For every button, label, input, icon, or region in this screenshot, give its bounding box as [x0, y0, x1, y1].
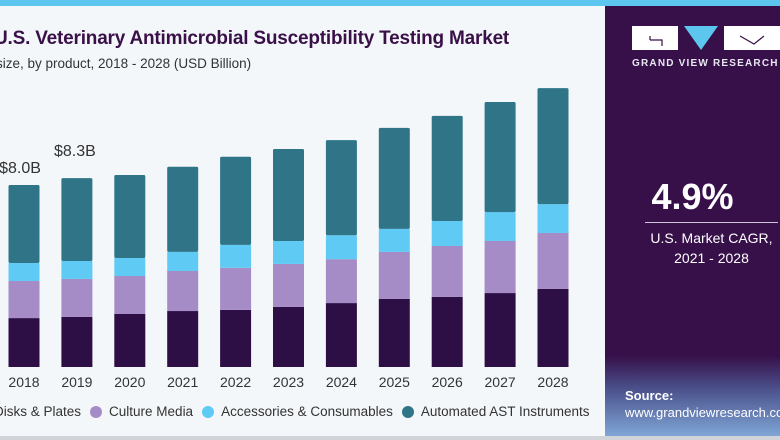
bar-segment-2022-3 [220, 156, 252, 245]
bar-segment-2018-0 [8, 318, 40, 367]
bar-segment-2023-3 [273, 149, 304, 241]
bar-segment-2025-3 [378, 127, 410, 229]
bar-segment-2026-1 [431, 245, 463, 297]
bar-segment-2022-2 [220, 244, 252, 268]
bar-segment-2020-0 [114, 313, 146, 367]
divider [645, 222, 778, 223]
x-tick-label: 2022 [220, 374, 251, 390]
bar-segment-2027-2 [484, 212, 516, 241]
bar-segment-2028-3 [537, 88, 569, 205]
bar-segment-2019-2 [61, 260, 93, 279]
bar-segment-2026-2 [431, 220, 463, 246]
grid-background [605, 356, 780, 436]
source-title: Source: [625, 388, 674, 403]
bar-segment-2019-0 [61, 316, 93, 367]
cagr-label-line1: U.S. Market CAGR, [650, 230, 773, 246]
bar-segment-2027-1 [484, 240, 516, 294]
legend-label: Culture Media [109, 404, 194, 419]
legend-label: Accessories & Consumables [221, 404, 393, 419]
bar-segment-2018-2 [8, 263, 40, 282]
cagr-label-line2: 2021 - 2028 [674, 250, 749, 266]
legend-item: Culture Media [90, 404, 193, 419]
bar-segment-2025-1 [378, 251, 410, 299]
x-tick-label: 2019 [61, 374, 92, 390]
bar-segment-2020-3 [114, 174, 146, 259]
x-tick-label: 2025 [379, 374, 410, 390]
bar-segment-2026-0 [431, 296, 463, 367]
bar-segment-2028-0 [537, 288, 569, 367]
grand-view-research-logo [632, 26, 780, 50]
x-tick-label: 2023 [273, 374, 304, 390]
data-label: $8.3B [54, 143, 96, 160]
legend-label: Disks & Plates [0, 404, 82, 419]
chart-title: U.S. Veterinary Antimicrobial Susceptibi… [0, 28, 510, 49]
x-tick-label: 2021 [167, 374, 198, 390]
bar-segment-2024-1 [325, 259, 357, 304]
bar-segment-2019-3 [61, 178, 93, 261]
bar-segment-2026-3 [431, 115, 463, 221]
x-tick-label: 2028 [537, 374, 568, 390]
bar-segment-2024-2 [325, 235, 357, 260]
bar-segment-2022-0 [220, 309, 252, 367]
bar-segment-2028-1 [537, 233, 569, 289]
legend-dot-icon [202, 405, 215, 418]
x-tick-label: 2024 [326, 374, 357, 390]
legend-item: Accessories & Consumables [202, 404, 393, 419]
brand-name: GRAND VIEW RESEARCH [632, 58, 779, 69]
x-tick-label: 2020 [114, 374, 145, 390]
bar-segment-2019-1 [61, 278, 93, 317]
bar-segment-2023-1 [273, 263, 304, 307]
bottom-border [0, 436, 780, 440]
legend: Disks & Plates Culture Media Accessories &… [0, 404, 599, 419]
bar-segment-2018-1 [8, 281, 40, 319]
x-tick-label: 2026 [432, 374, 463, 390]
bar-segment-2022-1 [220, 267, 252, 310]
info-panel: GRAND VIEW RESEARCH 4.9% U.S. Market CAG… [605, 6, 780, 436]
cagr-label: U.S. Market CAGR, 2021 - 2028 [645, 228, 778, 268]
bar-segment-2023-0 [273, 306, 304, 367]
bar-segment-2021-0 [167, 311, 199, 367]
bar-segment-2021-2 [167, 251, 199, 271]
data-label: $8.0B [0, 160, 41, 177]
chart-subtitle: size, by product, 2018 - 2028 (USD Billi… [0, 56, 252, 71]
bar-segment-2025-2 [378, 228, 410, 252]
stacked-bar-chart: 2018 $8.0B 2019 $8.3B 2020 2021 2022 2023 2024 20… [0, 88, 569, 390]
bar-segment-2021-1 [167, 270, 199, 312]
legend-item: Automated AST Instruments [401, 404, 590, 419]
bar-segment-2021-3 [167, 166, 199, 252]
x-tick-label: 2027 [485, 374, 516, 390]
bar-segment-2020-1 [114, 276, 146, 314]
bar-segment-2028-2 [537, 204, 569, 234]
bar-segment-2018-3 [8, 185, 40, 264]
legend-dot-icon [90, 405, 103, 418]
legend-label: Automated AST Instruments [420, 404, 590, 419]
source-url[interactable]: www.grandviewresearch.com [625, 405, 780, 420]
bar-segment-2025-0 [378, 298, 410, 367]
bar-segment-2023-2 [273, 240, 304, 264]
bar-segment-2027-0 [484, 293, 516, 367]
legend-item: Disks & Plates [0, 404, 81, 419]
bar-segment-2024-0 [325, 303, 357, 367]
top-accent-band [0, 0, 780, 6]
cagr-value: 4.9% [651, 176, 734, 217]
bar-segment-2027-3 [484, 101, 516, 213]
bar-segment-2020-2 [114, 258, 146, 276]
legend-dot-icon [401, 405, 414, 418]
bar-segment-2024-3 [325, 140, 357, 236]
x-tick-label: 2018 [8, 374, 39, 390]
